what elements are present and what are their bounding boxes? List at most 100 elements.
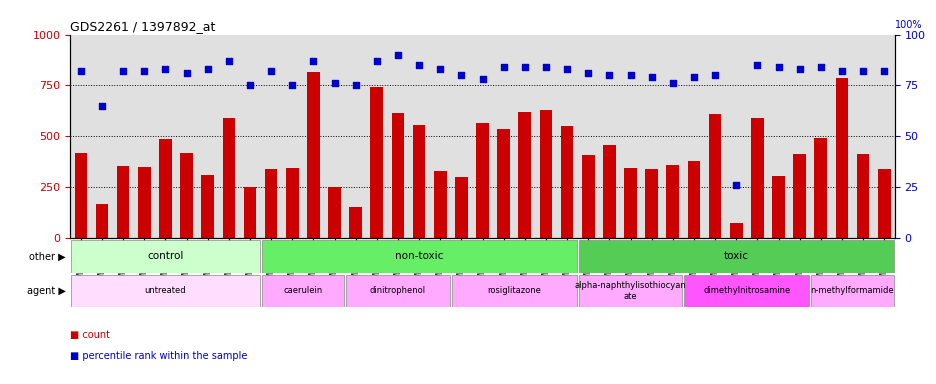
Bar xyxy=(265,169,277,238)
Point xyxy=(200,66,215,72)
Point xyxy=(305,58,320,64)
Point xyxy=(158,66,173,72)
Bar xyxy=(222,118,235,238)
Bar xyxy=(813,138,826,238)
Point xyxy=(538,64,553,70)
Bar xyxy=(623,168,636,238)
Bar xyxy=(75,152,87,238)
Point xyxy=(221,58,236,64)
Bar xyxy=(328,187,341,238)
Point xyxy=(855,68,870,74)
Point xyxy=(644,74,659,80)
Point xyxy=(580,70,595,76)
Bar xyxy=(413,125,425,238)
Text: ■ percentile rank within the sample: ■ percentile rank within the sample xyxy=(70,351,247,361)
Text: alpha-naphthylisothiocyan
ate: alpha-naphthylisothiocyan ate xyxy=(574,281,686,301)
Bar xyxy=(645,169,657,238)
Point xyxy=(369,58,384,64)
Point xyxy=(728,182,743,188)
Point xyxy=(559,66,574,72)
Bar xyxy=(117,166,129,238)
Bar xyxy=(835,78,847,238)
Bar xyxy=(159,139,171,238)
Text: non-toxic: non-toxic xyxy=(394,251,443,262)
Bar xyxy=(687,161,699,238)
Text: other ▶: other ▶ xyxy=(29,251,66,262)
Point xyxy=(179,70,194,76)
Point xyxy=(812,64,827,70)
Point xyxy=(73,68,88,74)
Point xyxy=(496,64,511,70)
Point xyxy=(475,76,490,83)
Point xyxy=(686,74,701,80)
Bar xyxy=(370,88,383,238)
Bar xyxy=(455,177,467,238)
Bar xyxy=(578,275,681,307)
Bar xyxy=(433,171,446,238)
Bar xyxy=(285,168,299,238)
Bar xyxy=(349,207,361,238)
Point xyxy=(263,68,278,74)
Bar xyxy=(856,154,869,238)
Bar xyxy=(261,240,576,273)
Bar xyxy=(578,240,893,273)
Bar xyxy=(243,187,256,238)
Text: GDS2261 / 1397892_at: GDS2261 / 1397892_at xyxy=(70,20,215,33)
Point xyxy=(390,52,405,58)
Point xyxy=(137,68,152,74)
Bar xyxy=(811,275,893,307)
Point xyxy=(432,66,447,72)
Bar xyxy=(877,169,889,238)
Bar xyxy=(751,118,763,238)
Bar xyxy=(391,113,404,238)
Text: n-methylformamide: n-methylformamide xyxy=(810,286,893,295)
Point xyxy=(876,68,891,74)
Bar xyxy=(539,110,551,238)
Point xyxy=(95,103,110,109)
Bar xyxy=(307,72,319,238)
Text: agent ▶: agent ▶ xyxy=(27,286,66,296)
Point xyxy=(327,80,342,86)
Bar xyxy=(261,275,344,307)
Point xyxy=(622,72,637,78)
Text: dimethylnitrosamine: dimethylnitrosamine xyxy=(702,286,790,295)
Point xyxy=(348,83,363,89)
Point xyxy=(770,64,785,70)
Bar xyxy=(95,205,109,238)
Bar xyxy=(475,123,489,238)
Point xyxy=(242,83,257,89)
Bar xyxy=(201,175,213,238)
Point xyxy=(285,83,300,89)
Bar xyxy=(581,155,594,238)
Bar xyxy=(138,167,151,238)
Bar xyxy=(603,146,615,238)
Bar xyxy=(683,275,809,307)
Text: dinitrophenol: dinitrophenol xyxy=(370,286,426,295)
Bar xyxy=(497,129,509,238)
Bar xyxy=(665,165,679,238)
Bar xyxy=(71,275,259,307)
Point xyxy=(453,72,468,78)
Bar xyxy=(345,275,449,307)
Bar xyxy=(729,223,742,238)
Bar xyxy=(771,176,784,238)
Text: untreated: untreated xyxy=(144,286,186,295)
Text: ■ count: ■ count xyxy=(70,330,110,340)
Text: 100%: 100% xyxy=(894,20,921,30)
Bar xyxy=(180,152,193,238)
Bar xyxy=(451,275,576,307)
Point xyxy=(601,72,616,78)
Text: rosiglitazone: rosiglitazone xyxy=(487,286,541,295)
Text: control: control xyxy=(147,251,183,262)
Point xyxy=(517,64,532,70)
Point xyxy=(791,66,806,72)
Point xyxy=(115,68,130,74)
Bar xyxy=(518,112,531,238)
Bar xyxy=(560,126,573,238)
Bar xyxy=(708,114,721,238)
Point xyxy=(665,80,680,86)
Point xyxy=(707,72,722,78)
Text: caerulein: caerulein xyxy=(283,286,322,295)
Point xyxy=(749,62,764,68)
Bar xyxy=(793,154,805,238)
